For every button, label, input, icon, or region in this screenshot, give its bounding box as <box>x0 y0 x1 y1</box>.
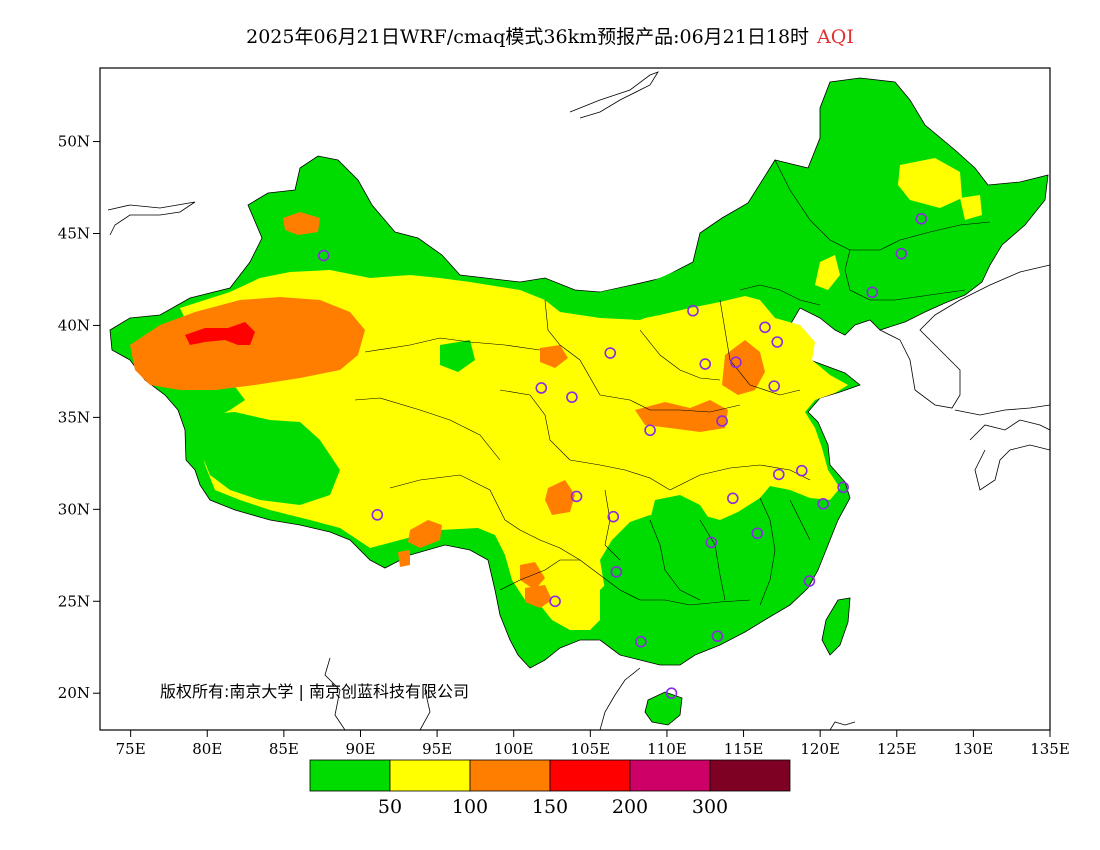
city-station-marker <box>817 498 830 510</box>
aqi-zone-sensitive-tibet <box>408 520 442 548</box>
legend-label: 150 <box>532 796 568 818</box>
title-main: 2025年06月21日WRF/cmaq模式36km预报产品:06月21日18时 <box>246 26 810 48</box>
lon-tick-label: 95E <box>422 740 452 758</box>
city-station-marker <box>535 382 548 394</box>
aqi-zone-sensitive-kunming <box>525 585 552 608</box>
lat-tick-label: 20N <box>58 684 90 702</box>
city-station-marker <box>711 630 724 643</box>
title-variable: AQI <box>817 26 854 48</box>
city-station-marker <box>915 212 928 225</box>
province-borders <box>354 159 991 606</box>
taiwan-island <box>821 597 851 656</box>
legend-swatch <box>389 759 471 792</box>
city-station-marker <box>635 635 647 648</box>
city-station-marker <box>803 575 816 587</box>
map-content <box>107 71 1050 730</box>
city-station-marker <box>699 358 712 370</box>
city-station-marker <box>665 687 678 700</box>
lat-tick-label: 30N <box>58 500 90 518</box>
map-title: 2025年06月21日WRF/cmaq模式36km预报产品:06月21日18时 A… <box>0 22 1100 49</box>
city-station-marker <box>772 468 785 481</box>
lon-tick-label: 125E <box>877 740 917 758</box>
lon-tick-label: 105E <box>571 740 611 758</box>
aqi-zone-moderate-ne3 <box>960 195 982 220</box>
longitude-axis: 75E 80E 85E 90E 95E 100E 105E 110E 115E 120E 125E 1… <box>116 730 1070 758</box>
aqi-legend: 50 100 150 200 300 <box>309 759 791 818</box>
city-station-marker <box>866 286 879 299</box>
aqi-zone-good-qinghai <box>440 340 475 372</box>
city-station-marker <box>716 415 728 427</box>
aqi-zone-sensitive-gansu <box>540 345 568 368</box>
copyright-text: 版权所有:南京大学 | 南京创蓝科技有限公司 <box>160 682 469 701</box>
lon-tick-label: 100E <box>494 740 534 758</box>
lon-tick-label: 80E <box>192 740 222 758</box>
aqi-zone-sensitive-kashi <box>283 212 320 235</box>
lon-tick-label: 120E <box>800 740 840 758</box>
lat-tick-label: 35N <box>58 408 90 426</box>
legend-label: 100 <box>452 796 488 818</box>
city-station-marker <box>837 481 849 494</box>
aqi-zone-good-north <box>600 265 745 320</box>
lon-tick-label: 115E <box>724 740 764 758</box>
city-station-marker <box>607 510 620 523</box>
legend-swatch <box>629 759 711 792</box>
lon-tick-label: 85E <box>269 740 299 758</box>
city-station-marker <box>570 490 583 503</box>
city-station-marker <box>371 509 384 521</box>
city-station-marker <box>895 247 908 260</box>
legend-swatch <box>549 759 631 792</box>
aqi-zone-sensitive-hebei <box>722 340 765 395</box>
latitude-axis: 50N 45N 40N 35N 30N 25N 20N <box>58 133 100 702</box>
city-station-marker <box>549 595 561 608</box>
city-station-marker <box>795 464 808 477</box>
legend-swatch <box>309 759 391 792</box>
aqi-zone-moderate-ne2 <box>815 255 840 290</box>
hainan-island <box>644 691 683 726</box>
city-station-marker <box>727 492 739 505</box>
aqi-zone-sensitive-henan <box>635 400 728 432</box>
lon-tick-label: 75E <box>116 740 146 758</box>
lat-tick-label: 45N <box>58 225 90 243</box>
aqi-zone-good-tibet-west <box>195 412 340 505</box>
aqi-zone-good-central <box>648 495 710 540</box>
lat-tick-label: 50N <box>58 133 90 151</box>
city-station-marker <box>644 424 656 437</box>
city-station-marker <box>771 336 784 348</box>
legend-swatch <box>469 759 551 792</box>
lat-tick-label: 25N <box>58 592 90 610</box>
aqi-zone-moderate-ne1 <box>898 158 962 208</box>
neighbor-coastlines <box>107 71 1050 730</box>
city-station-marker <box>705 536 718 549</box>
legend-label: 50 <box>378 796 402 818</box>
lon-tick-label: 90E <box>345 740 375 758</box>
legend-swatch <box>709 759 791 792</box>
stations-layer <box>317 212 928 700</box>
aqi-zone-good-south <box>600 535 818 662</box>
city-station-marker <box>768 380 780 392</box>
city-station-marker <box>759 321 771 334</box>
city-station-marker <box>566 391 578 403</box>
aqi-zone-unhealthy <box>185 322 255 345</box>
city-station-marker <box>751 527 764 540</box>
lon-tick-label: 130E <box>954 740 994 758</box>
city-station-marker <box>730 356 742 369</box>
lon-tick-label: 110E <box>647 740 687 758</box>
legend-label: 200 <box>612 796 648 818</box>
legend-label: 300 <box>692 796 728 818</box>
city-station-marker <box>610 566 623 578</box>
city-station-marker <box>317 249 330 262</box>
city-station-marker <box>604 347 617 359</box>
lon-tick-label: 135E <box>1030 740 1070 758</box>
aqi-zone-sensitive-yunnan <box>520 562 545 590</box>
aqi-zone-sensitive-tibet2 <box>398 550 410 567</box>
aqi-zone-sensitive-sichuan <box>545 480 575 515</box>
city-station-marker <box>687 304 699 317</box>
lat-tick-label: 40N <box>58 316 90 334</box>
map-frame <box>99 67 1051 731</box>
